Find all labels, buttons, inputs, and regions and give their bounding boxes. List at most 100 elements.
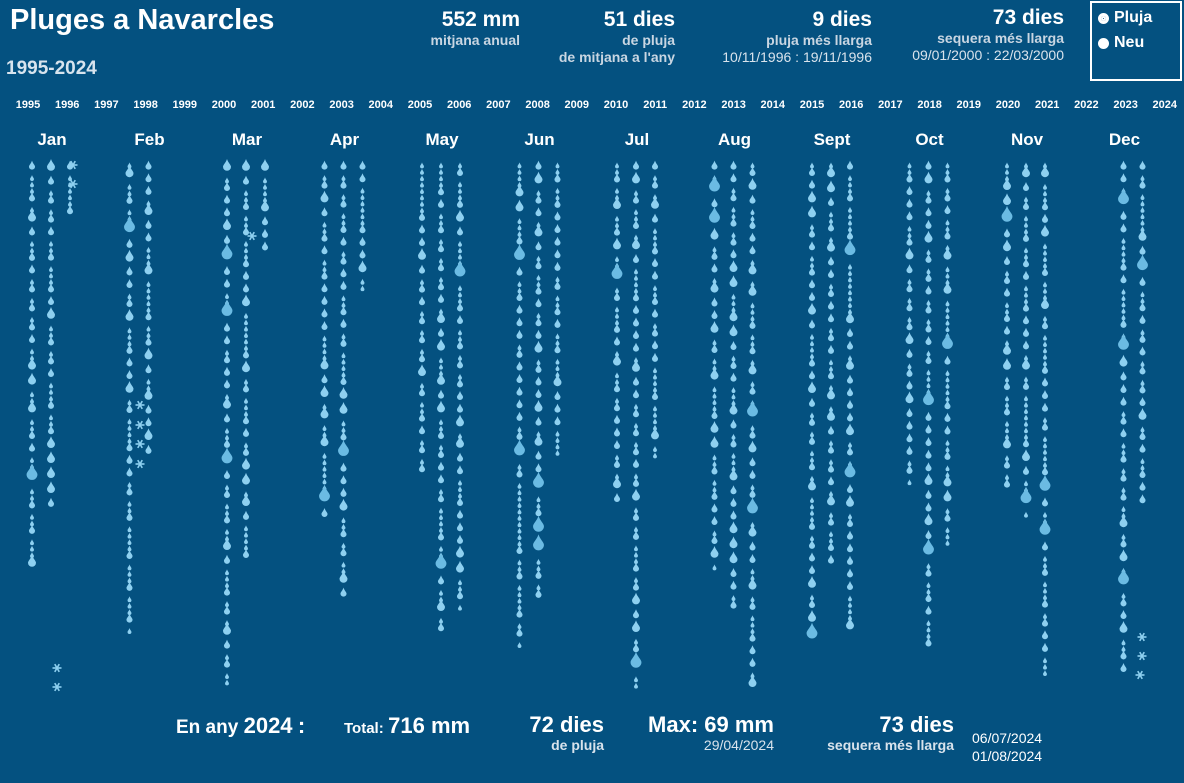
rain-drop: [1120, 663, 1127, 673]
rain-drop: [340, 528, 347, 538]
rain-drop: [615, 215, 619, 222]
snowflake-stroke: [54, 682, 60, 692]
rain-drop: [632, 562, 640, 572]
stat-avg-rain-value: 552 mm: [441, 8, 520, 31]
rain-drop: [516, 361, 523, 371]
rain-drop: [827, 313, 835, 323]
rain-drop: [456, 167, 464, 177]
rain-drop: [439, 526, 443, 533]
rain-drop: [1005, 455, 1009, 461]
rain-drop: [420, 408, 424, 414]
rain-drop: [456, 198, 464, 208]
rain-drop: [1041, 377, 1049, 387]
rain-drop: [945, 376, 950, 383]
rain-drop: [554, 403, 561, 413]
rain-drop: [126, 581, 133, 591]
rain-drop: [517, 224, 522, 231]
rain-drop: [30, 206, 34, 213]
rain-drop: [615, 378, 619, 385]
rain-drop: [810, 503, 814, 510]
rain-drop: [420, 279, 424, 285]
rain-drop: [710, 367, 719, 380]
rain-drop: [127, 183, 132, 190]
rain-drop: [418, 237, 426, 247]
rain-drop: [456, 302, 464, 312]
rain-drop: [846, 192, 854, 202]
radio-selected-icon[interactable]: [1098, 12, 1109, 24]
rain-drop: [516, 468, 523, 478]
rain-drop: [47, 497, 55, 507]
rain-drop: [829, 490, 833, 497]
rain-drop: [340, 280, 347, 290]
rain-drop: [126, 370, 133, 380]
rain-drop: [632, 427, 640, 437]
rain-drop: [536, 502, 541, 509]
rain-drop: [1005, 175, 1009, 182]
rain-drop: [827, 554, 835, 564]
option-pluja[interactable]: Pluja: [1098, 9, 1152, 27]
rain-drop: [634, 638, 638, 645]
rain-drop: [439, 514, 443, 520]
rain-drop: [244, 338, 248, 345]
rain-drop: [750, 359, 755, 366]
rain-drop: [244, 247, 248, 254]
rain-drop: [420, 162, 424, 169]
rain-drop: [808, 167, 816, 177]
period-label: 1995-2024: [6, 58, 97, 79]
rain-drop: [653, 175, 657, 181]
rain-drop: [1139, 365, 1146, 375]
rain-drop: [925, 593, 932, 603]
rain-drop: [907, 232, 912, 238]
rain-drop: [535, 588, 542, 598]
rain-drop: [554, 198, 561, 208]
rain-drop: [653, 452, 657, 459]
rain-drop: [223, 366, 231, 376]
radio-unselected-icon[interactable]: [1098, 37, 1109, 49]
rain-drop: [945, 279, 950, 285]
snowflake-icon: [1137, 651, 1147, 661]
rain-drop: [945, 244, 950, 251]
rain-drop: [632, 304, 640, 314]
rain-drop: [1041, 598, 1049, 608]
rain-drop: [907, 162, 912, 169]
rain-drop: [535, 463, 542, 473]
rain-drop: [1043, 594, 1047, 600]
rain-drop: [615, 454, 619, 461]
rain-drop: [1003, 275, 1011, 285]
rain-drop: [1119, 515, 1128, 528]
rain-drop: [943, 489, 952, 502]
rain-drop: [651, 179, 659, 189]
rain-drop: [341, 194, 346, 200]
rain-drop: [439, 370, 443, 376]
rain-drop: [730, 510, 737, 520]
rain-drop: [848, 595, 852, 602]
rain-drop: [146, 287, 151, 294]
rain-drop: [358, 260, 367, 273]
month-label: Nov: [1011, 130, 1044, 149]
type-selector: Pluja Neu: [1090, 1, 1182, 81]
rain-drop: [750, 425, 755, 431]
rain-drop: [126, 467, 133, 477]
rain-drop: [1139, 481, 1146, 491]
rain-drop: [437, 293, 445, 303]
rain-drop: [1043, 281, 1047, 288]
rain-drop: [1139, 469, 1146, 479]
rain-drop: [730, 599, 737, 609]
rain-drop: [943, 282, 952, 294]
rain-drop: [244, 312, 248, 319]
rain-drop: [906, 433, 913, 443]
rain-drop: [925, 424, 932, 434]
rain-drop: [1043, 243, 1047, 250]
rain-drop: [1003, 478, 1011, 488]
rain-drop: [517, 281, 522, 287]
option-neu[interactable]: Neu: [1098, 34, 1144, 52]
rain-drop: [711, 344, 718, 354]
rain-drop: [750, 334, 755, 341]
snowflake-stroke: [137, 400, 143, 410]
rain-drop: [731, 459, 736, 466]
rain-drop: [926, 620, 931, 626]
rain-drop: [808, 610, 816, 622]
rain-drop: [437, 599, 445, 611]
rain-drop: [242, 360, 250, 373]
rain-drop: [535, 450, 542, 460]
